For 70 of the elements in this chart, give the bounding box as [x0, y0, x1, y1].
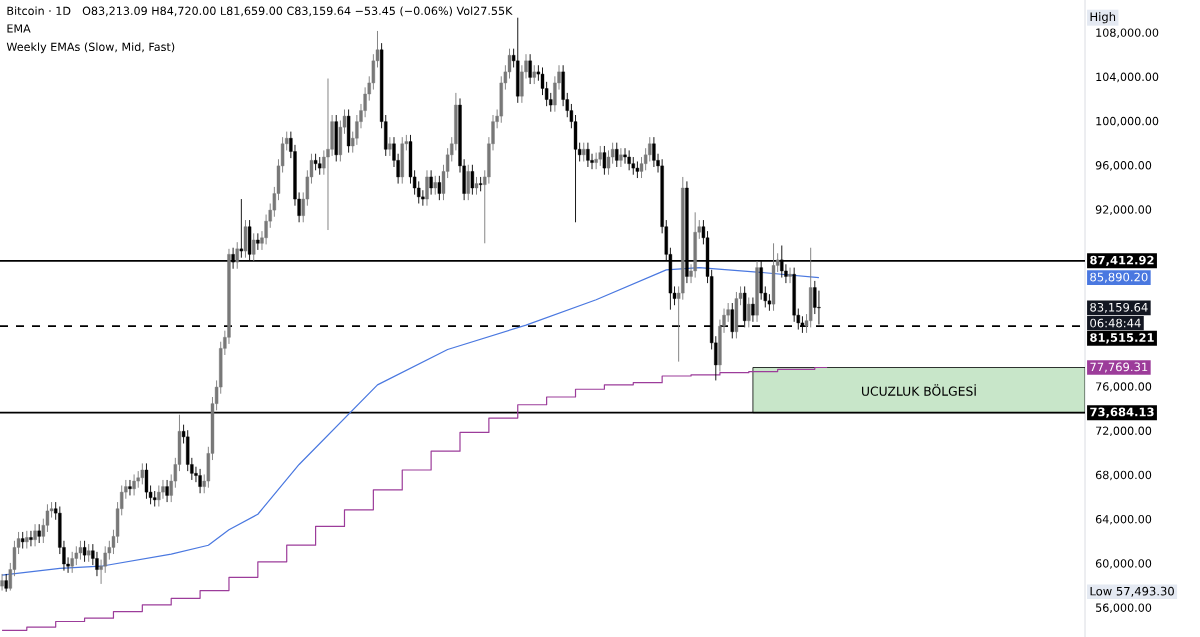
candlestick — [198, 468, 202, 494]
candlestick — [619, 147, 623, 168]
y-tick-label: 108,000.00 — [1096, 28, 1159, 38]
y-tick-label: 104,000.00 — [1096, 72, 1159, 83]
candlestick — [78, 540, 83, 561]
annotation: EMA — [7, 24, 31, 33]
candlestick — [610, 142, 615, 165]
candlestick — [478, 176, 483, 192]
candlestick — [252, 232, 256, 262]
candlestick — [730, 302, 734, 339]
candlestick — [437, 175, 442, 201]
ref-line-label: 73,684.13 — [1090, 407, 1154, 418]
candlestick — [235, 241, 239, 270]
y-tick-label: 92,000.00 — [1095, 205, 1152, 215]
y-tick-label: 100,000.00 — [1096, 116, 1159, 127]
annotation: Weekly EMAs (Slow, Mid, Fast) — [6, 42, 175, 54]
candlestick — [140, 462, 145, 485]
y-tick-label: 56,000.00 — [1096, 603, 1152, 614]
candlestick — [602, 145, 607, 176]
text: 77,769.31 — [1090, 362, 1148, 373]
candlestick — [95, 551, 99, 577]
candlestick — [586, 142, 590, 168]
candlestick — [615, 142, 619, 168]
text: 83,159.64 — [1090, 302, 1148, 313]
text: 06:48:44 — [1090, 318, 1141, 328]
candlestick — [0, 573, 4, 591]
band-label: UCUZLUK BÖLGESİ — [862, 384, 976, 396]
text: High — [1090, 12, 1116, 24]
line-series — [1, 267, 820, 576]
candlestick — [598, 145, 602, 167]
annotation: O83,213.09 H84,720.00 L81,659.00 C83,159.64 −53.45 (−0.06%) Vol27.55K — [82, 6, 513, 17]
candlestick — [747, 297, 751, 328]
candlestick — [82, 540, 87, 563]
y-tick-label: 72,000.00 — [1096, 426, 1152, 437]
chart-title: Bitcoin · 1D — [7, 6, 71, 16]
y-tick-label: 68,000.00 — [1095, 470, 1152, 481]
candlestick — [751, 297, 755, 323]
candlestick — [144, 462, 149, 500]
y-tick-label: 76,000.00 — [1096, 382, 1152, 392]
candlestick — [29, 530, 33, 547]
ref-line-label: 87,412.92 — [1090, 255, 1154, 266]
candlestick — [429, 169, 433, 196]
candlestick — [161, 479, 165, 500]
candlestick — [594, 152, 598, 170]
candlestick — [165, 479, 169, 503]
candlestick — [425, 169, 429, 207]
candlestick — [231, 247, 235, 270]
candlestick — [433, 175, 437, 196]
y-tick-label: 96,000.00 — [1095, 161, 1152, 171]
candlestick — [326, 78, 330, 231]
candlestick — [528, 53, 532, 85]
candlestick — [37, 523, 41, 544]
candlestick — [33, 523, 37, 547]
candlestick — [648, 136, 652, 162]
candlestick — [627, 149, 631, 171]
candlestick — [70, 551, 74, 574]
candlestick — [532, 64, 536, 85]
candlestick — [788, 267, 792, 284]
candlestick — [128, 479, 132, 496]
candlestick — [132, 473, 136, 496]
y-tick-label: 64,000.00 — [1095, 514, 1152, 525]
candlestick — [388, 136, 392, 157]
candlestick — [784, 263, 788, 284]
candlestick — [466, 164, 470, 201]
ref-line-label: 81,515.21 — [1090, 333, 1154, 344]
text: Low 57,493.30 — [1090, 586, 1174, 597]
y-tick-label: 60,000.00 — [1095, 559, 1152, 569]
text: 85,890.20 — [1090, 272, 1148, 283]
candlestick — [421, 189, 425, 207]
candlestick — [582, 142, 586, 162]
